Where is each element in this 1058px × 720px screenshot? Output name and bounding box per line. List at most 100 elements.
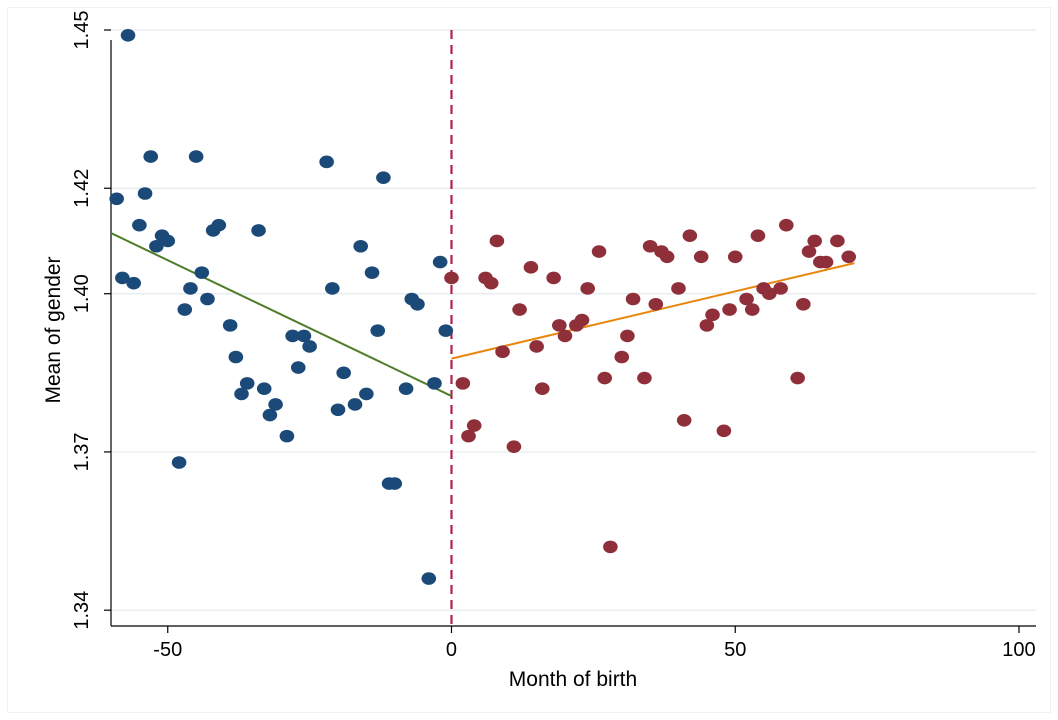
grid-lines [111, 29, 1036, 611]
data-point [642, 239, 658, 253]
data-point [483, 276, 499, 290]
data-point [580, 282, 595, 295]
data-point [597, 371, 613, 385]
data-point [773, 282, 788, 295]
y-tick-label: 1.40 [71, 274, 93, 313]
data-point [177, 303, 193, 316]
data-point [818, 255, 834, 269]
data-point [523, 261, 539, 274]
data-point [455, 377, 471, 390]
data-point [705, 308, 720, 322]
data-point [149, 239, 164, 253]
data-point [160, 234, 176, 248]
y-tick-label: 1.45 [71, 11, 93, 50]
data-point [398, 382, 414, 395]
data-point [132, 218, 147, 232]
y-tick-label: 1.37 [71, 432, 93, 471]
x-tick-label: -50 [153, 639, 182, 661]
data-point [796, 297, 811, 311]
data-point [330, 403, 346, 417]
data-point [234, 387, 249, 401]
data-point [682, 229, 698, 242]
x-tick-label: 0 [446, 639, 457, 661]
data-point [427, 377, 442, 390]
data-point [444, 271, 459, 285]
x-ticks: -50 0 50 100 [153, 626, 1036, 661]
axes [110, 40, 1036, 627]
data-point [671, 282, 686, 295]
data-point [744, 303, 760, 316]
data-point [591, 245, 607, 258]
data-point [438, 324, 454, 337]
data-points [109, 28, 857, 585]
y-tick-label: 1.42 [71, 169, 93, 208]
data-point [750, 229, 766, 242]
data-point [529, 340, 544, 353]
data-point [659, 250, 675, 264]
data-point [387, 477, 403, 490]
data-point [546, 271, 561, 285]
y-ticks: 1.34 1.37 1.40 1.42 1.45 [71, 11, 111, 630]
data-point [228, 350, 244, 364]
fit-line [451, 262, 855, 360]
data-point [143, 150, 159, 163]
data-point [325, 282, 340, 295]
y-axis-title: Mean of gender [42, 256, 65, 403]
data-point [489, 234, 505, 248]
data-point [120, 28, 136, 42]
data-point [801, 245, 817, 258]
data-point [268, 398, 283, 411]
data-point [336, 366, 351, 380]
data-point [739, 292, 754, 306]
data-point [115, 271, 130, 285]
data-point [296, 329, 312, 343]
data-point [183, 282, 198, 295]
data-point [302, 340, 317, 353]
data-point [200, 292, 215, 306]
data-point [353, 239, 368, 253]
data-point [506, 440, 522, 453]
data-point [676, 414, 692, 427]
fit-line [110, 232, 452, 397]
data-point [637, 371, 652, 385]
data-point [364, 266, 380, 279]
data-point [359, 387, 374, 401]
data-point [290, 361, 306, 374]
data-point [727, 250, 743, 264]
data-point [625, 292, 641, 306]
data-point [603, 540, 618, 554]
data-point [648, 297, 664, 311]
data-point [421, 572, 437, 585]
x-tick-label: 100 [1002, 639, 1035, 661]
data-point [256, 382, 272, 395]
data-point [211, 218, 227, 232]
data-point [137, 187, 153, 200]
data-point [376, 171, 391, 184]
data-point [251, 224, 266, 237]
data-point [790, 371, 805, 385]
data-point [109, 192, 124, 206]
y-tick-label: 1.34 [71, 591, 93, 630]
data-point [319, 155, 334, 169]
data-point [722, 303, 737, 316]
data-point [614, 350, 630, 364]
data-point [512, 303, 527, 316]
data-point [410, 297, 425, 311]
data-point [699, 319, 715, 332]
data-point [222, 319, 238, 332]
data-point [370, 324, 386, 337]
data-point [126, 276, 141, 290]
data-point [534, 382, 550, 395]
data-point [461, 429, 476, 443]
data-point [574, 313, 590, 327]
data-point [693, 250, 709, 264]
data-point [552, 319, 567, 332]
data-point [285, 329, 300, 343]
chart-frame [7, 7, 1051, 713]
data-point [495, 345, 510, 359]
data-point [761, 287, 777, 301]
x-axis-title: Month of birth [509, 668, 637, 691]
data-point [194, 266, 210, 279]
data-point [239, 377, 255, 390]
